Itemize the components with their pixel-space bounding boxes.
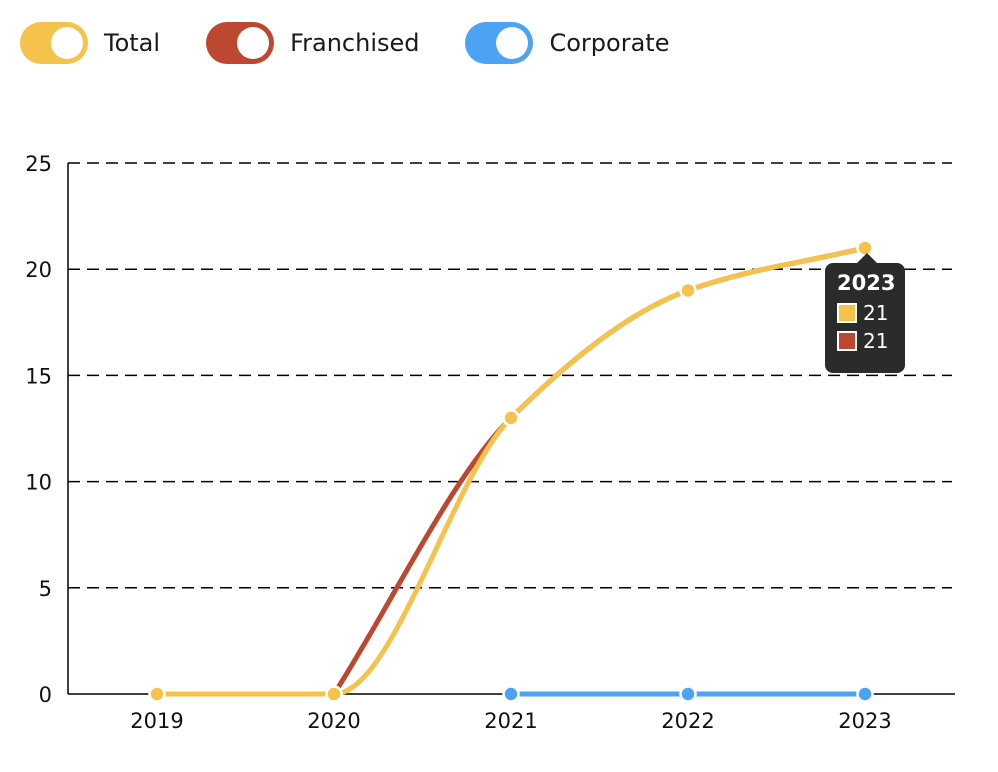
legend-label-total: Total (104, 29, 161, 57)
x-tick-label-2023: 2023 (838, 709, 891, 733)
y-tick-label-20: 20 (25, 258, 52, 282)
y-tick-label-15: 15 (25, 364, 52, 388)
tooltip-swatch-franchised (837, 331, 857, 351)
tooltip-title: 2023 (837, 271, 896, 295)
tooltip-value-franchised: 21 (863, 329, 889, 353)
tooltip-row-franchised: 21 (837, 329, 905, 353)
x-tick-label-2019: 2019 (130, 709, 183, 733)
series-line-franchised (331, 245, 868, 697)
legend-item-corporate[interactable]: Corporate (465, 22, 669, 64)
y-tick-label-0: 0 (39, 683, 52, 707)
legend-label-franchised: Franchised (290, 29, 420, 57)
x-tick-label-2020: 2020 (307, 709, 360, 733)
x-tick-label-2021: 2021 (484, 709, 537, 733)
tooltip-swatch-total (837, 303, 857, 323)
legend-toggle-corporate[interactable] (465, 22, 534, 64)
chart-legend: Total Franchised Corporate (20, 22, 715, 64)
legend-toggle-franchised[interactable] (206, 22, 275, 64)
point-total-2020 (325, 685, 343, 703)
y-tick-label-25: 25 (25, 152, 52, 176)
point-corporate-2022 (679, 685, 697, 703)
series-line-total (154, 245, 868, 697)
point-total-2022 (679, 281, 697, 300)
point-total-2019 (148, 685, 166, 703)
legend-item-franchised[interactable]: Franchised (206, 22, 419, 64)
chart-tooltip: 2023 21 21 (825, 253, 905, 373)
tooltip-value-total: 21 (863, 301, 889, 325)
legend-label-corporate: Corporate (549, 29, 670, 57)
x-tick-label-2022: 2022 (661, 709, 714, 733)
tooltip-row-total: 21 (837, 301, 905, 325)
y-tick-label-5: 5 (39, 577, 52, 601)
y-tick-label-10: 10 (25, 471, 52, 495)
point-corporate-2021 (502, 685, 520, 703)
point-total-2021 (502, 409, 520, 427)
point-corporate-2023 (856, 685, 874, 703)
legend-item-total[interactable]: Total (20, 22, 160, 64)
legend-toggle-total[interactable] (20, 22, 88, 64)
